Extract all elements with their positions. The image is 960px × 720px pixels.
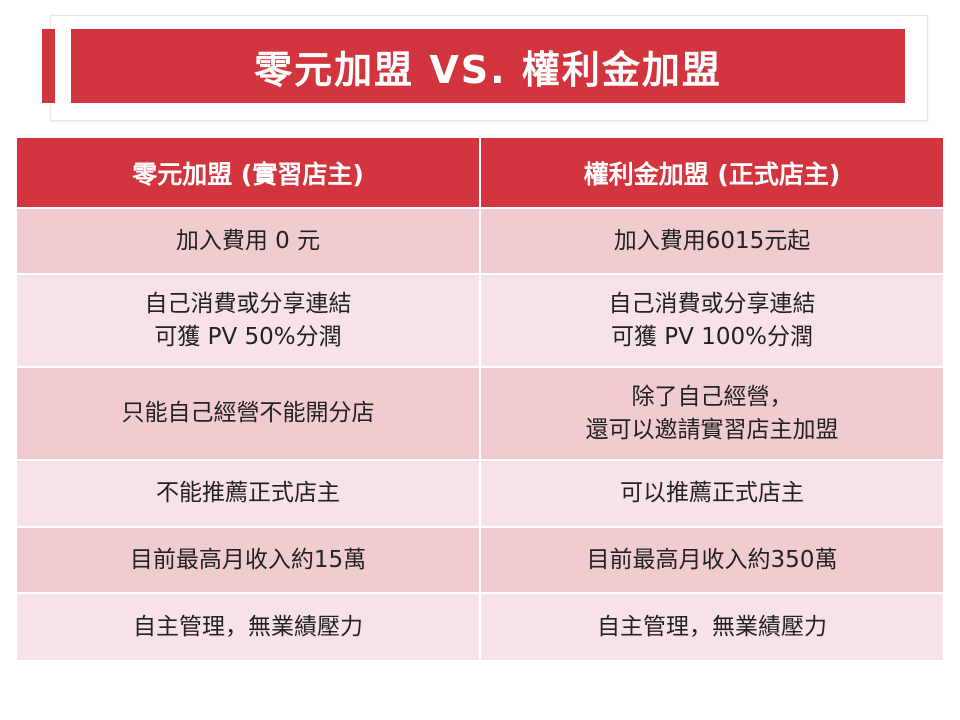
table-row: 目前最高月收入約15萬 目前最高月收入約350萬: [17, 526, 943, 593]
table-cell-right: 加入費用6015元起: [479, 207, 943, 274]
table-row: 自己消費或分享連結 可獲 PV 50%分潤 自己消費或分享連結 可獲 PV 10…: [17, 273, 943, 367]
table-row: 不能推薦正式店主 可以推薦正式店主: [17, 459, 943, 527]
page-title: 零元加盟 VS. 權利金加盟: [254, 47, 722, 92]
cell-text: 不能推薦正式店主: [156, 480, 340, 506]
table-cell-right: 自己消費或分享連結 可獲 PV 100%分潤: [479, 273, 943, 367]
table-row: 加入費用 0 元 加入費用6015元起: [17, 207, 943, 274]
table-cell-left: 不能推薦正式店主: [17, 459, 480, 527]
cell-text: 自己消費或分享連結 可獲 PV 100%分潤: [608, 290, 816, 350]
table-cell-left: 自己消費或分享連結 可獲 PV 50%分潤: [17, 273, 480, 367]
cell-text: 目前最高月收入約15萬: [129, 546, 367, 573]
table-row: 自主管理，無業績壓力 自主管理，無業績壓力: [17, 592, 943, 660]
cell-text: 自主管理，無業績壓力: [133, 613, 363, 640]
table-cell-right: 除了自己經營， 還可以邀請實習店主加盟: [479, 366, 943, 460]
cell-text: 加入費用 0 元: [175, 227, 321, 254]
cell-text: 只能自己經營不能開分店: [121, 400, 375, 426]
header-royalty-franchise: 權利金加盟 (正式店主): [479, 138, 943, 208]
cell-text: 自己消費或分享連結 可獲 PV 50%分潤: [144, 290, 352, 350]
table-cell-left: 目前最高月收入約15萬: [17, 526, 480, 593]
table-header-row: 零元加盟 (實習店主) 權利金加盟 (正式店主): [17, 138, 943, 208]
table-cell-left: 加入費用 0 元: [17, 207, 480, 274]
cell-text: 可以推薦正式店主: [620, 480, 804, 506]
cell-text: 除了自己經營， 還可以邀請實習店主加盟: [585, 383, 839, 443]
header-zero-franchise: 零元加盟 (實習店主): [17, 138, 480, 208]
table-cell-left: 只能自己經營不能開分店: [17, 366, 480, 460]
cell-text: 自主管理，無業績壓力: [597, 613, 827, 640]
table-row: 只能自己經營不能開分店 除了自己經營， 還可以邀請實習店主加盟: [17, 366, 943, 460]
table-cell-right: 自主管理，無業績壓力: [479, 592, 943, 660]
cell-text: 目前最高月收入約350萬: [586, 546, 838, 573]
table-cell-left: 自主管理，無業績壓力: [17, 592, 480, 660]
comparison-table: 零元加盟 (實習店主) 權利金加盟 (正式店主) 加入費用 0 元 加入費用60…: [17, 138, 943, 660]
title-accent-bar: [42, 29, 55, 103]
title-banner: 零元加盟 VS. 權利金加盟: [71, 29, 905, 103]
table-cell-right: 目前最高月收入約350萬: [479, 526, 943, 593]
cell-text: 加入費用6015元起: [613, 227, 811, 254]
table-cell-right: 可以推薦正式店主: [479, 459, 943, 527]
